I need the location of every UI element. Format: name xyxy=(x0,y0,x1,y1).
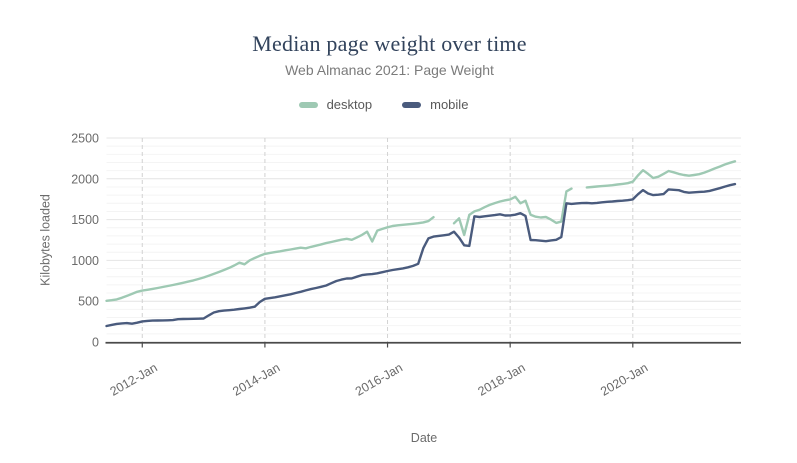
y-tick-label: 2500 xyxy=(71,132,99,146)
x-tick-label: 2018-Jan xyxy=(476,360,528,398)
legend-label-desktop: desktop xyxy=(326,97,373,112)
legend: desktop mobile xyxy=(0,97,767,112)
x-tick-label: 2014-Jan xyxy=(230,360,282,398)
mobile-series-swatch-icon xyxy=(402,101,422,108)
y-tick-label: 0 xyxy=(92,336,99,350)
y-tick-label: 1500 xyxy=(71,213,99,227)
x-tick-label: 2020-Jan xyxy=(598,360,650,398)
x-tick-label: 2012-Jan xyxy=(108,360,160,398)
y-tick-label: 500 xyxy=(78,295,99,309)
desktop-line xyxy=(105,160,737,302)
y-tick-label: 2000 xyxy=(71,172,99,186)
chart-subtitle: Web Almanac 2021: Page Weight xyxy=(285,62,494,78)
legend-item-mobile[interactable]: mobile xyxy=(402,97,468,112)
x-tick-label: 2016-Jan xyxy=(353,360,405,398)
chart-title: Median page weight over time xyxy=(252,31,527,56)
desktop-series-swatch-icon xyxy=(298,101,318,108)
legend-item-desktop[interactable]: desktop xyxy=(298,97,373,112)
x-axis-title: Date xyxy=(410,431,438,445)
y-tick-label: 1000 xyxy=(71,254,99,268)
legend-label-mobile: mobile xyxy=(430,97,469,112)
mobile-line xyxy=(105,182,737,328)
